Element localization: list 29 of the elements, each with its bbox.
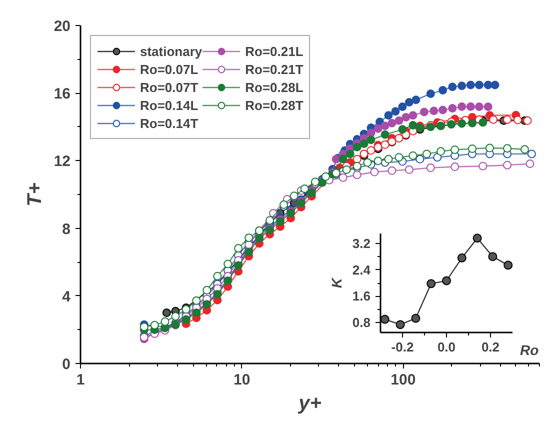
y-tick-label: 0.8 xyxy=(352,315,371,330)
y-tick-label: 0 xyxy=(62,356,70,373)
legend-label: stationary xyxy=(140,42,202,60)
x-tick-label: 1 xyxy=(76,372,85,388)
legend-label: Ro=0.21L xyxy=(245,42,304,60)
legend-label: Ro=0.28L xyxy=(245,78,304,96)
x-axis-title: y+ xyxy=(298,392,322,414)
y-tick-label: 1.6 xyxy=(352,288,371,304)
y-axis-title: K xyxy=(328,277,344,288)
y-tick-label: 8 xyxy=(62,220,70,238)
legend-label: Ro=0.28T xyxy=(245,96,304,114)
x-tick-label: 0.0 xyxy=(437,340,456,354)
y-tick-label: 20 xyxy=(54,18,71,35)
x-tick-label: 10 xyxy=(233,372,250,388)
legend-label: Ro=0.14T xyxy=(140,114,198,132)
y-tick-label: 2.4 xyxy=(352,262,372,278)
legend-label: Ro=0.07L xyxy=(140,60,198,78)
x-axis-title: Ro xyxy=(520,341,539,360)
legend-label: Ro=0.14L xyxy=(140,96,198,114)
x-tick-label: 0.2 xyxy=(481,340,500,354)
x-tick-label: 100 xyxy=(390,372,416,388)
x-tick-label: -0.2 xyxy=(391,340,414,354)
legend-label: Ro=0.21T xyxy=(245,60,304,78)
y-tick-label: 4 xyxy=(62,288,72,306)
y-tick-label: 12 xyxy=(54,153,71,170)
y-tick-label: 3.2 xyxy=(352,236,371,251)
y-axis-title: T+ xyxy=(24,182,46,206)
y-tick-label: 16 xyxy=(54,86,71,103)
legend-label: Ro=0.07T xyxy=(140,78,198,96)
